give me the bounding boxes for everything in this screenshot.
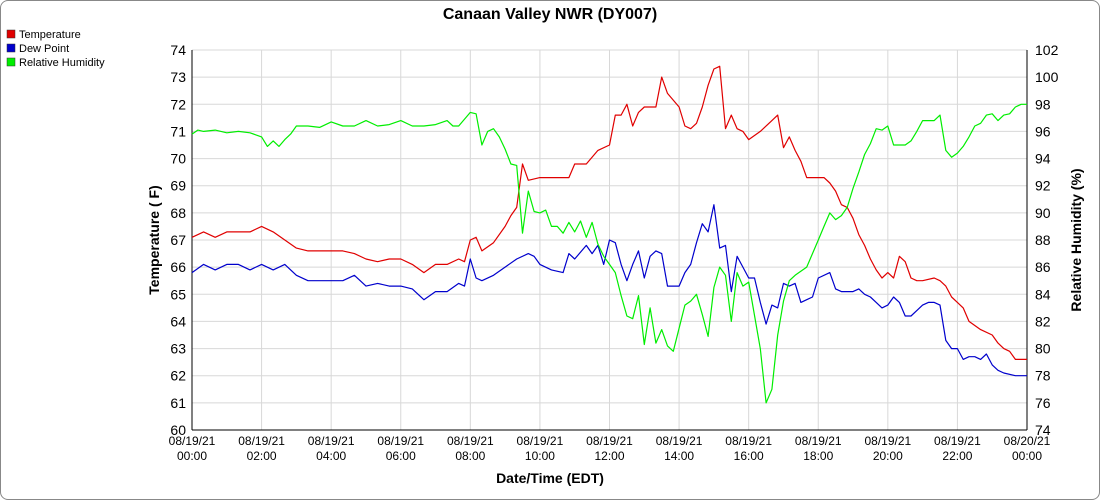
y-axis-right-title: Relative Humidity (%) <box>1068 168 1084 311</box>
y2-tick-label: 92 <box>1035 178 1051 194</box>
x-tick-date: 08/19/21 <box>377 434 424 448</box>
y2-tick-label: 100 <box>1035 69 1059 85</box>
x-tick-date: 08/19/21 <box>656 434 703 448</box>
x-axis-ticks: 08/19/2100:0008/19/2102:0008/19/2104:000… <box>169 434 1051 463</box>
y-tick-label: 63 <box>170 341 186 357</box>
x-tick-date: 08/19/21 <box>517 434 564 448</box>
y-tick-label: 62 <box>170 368 186 384</box>
y-tick-label: 61 <box>170 395 186 411</box>
legend-label-dew-point: Dew Point <box>19 43 69 55</box>
y-tick-label: 68 <box>170 205 186 221</box>
y2-tick-label: 76 <box>1035 395 1051 411</box>
x-tick-time: 14:00 <box>664 449 694 463</box>
y-tick-label: 71 <box>170 123 186 139</box>
x-tick-time: 00:00 <box>177 449 207 463</box>
y2-tick-label: 78 <box>1035 368 1051 384</box>
x-tick-date: 08/19/21 <box>447 434 494 448</box>
x-tick-time: 22:00 <box>942 449 972 463</box>
legend-swatch-dew-point <box>6 43 16 53</box>
y2-tick-label: 74 <box>1035 422 1051 438</box>
temperature-line <box>191 65 1027 360</box>
legend-label-relative-humidity: Relative Humidity <box>19 57 105 69</box>
x-tick-time: 12:00 <box>594 449 624 463</box>
x-tick-date: 08/19/21 <box>238 434 285 448</box>
y2-tick-label: 82 <box>1035 313 1051 329</box>
y2-tick-label: 94 <box>1035 151 1051 167</box>
y-tick-label: 60 <box>170 422 186 438</box>
y-axis-left-title: Temperature ( F) <box>146 185 162 294</box>
x-tick-date: 08/19/21 <box>934 434 981 448</box>
x-axis-title: Date/Time (EDT) <box>496 470 604 486</box>
series-lines <box>191 65 1027 404</box>
x-tick-time: 06:00 <box>386 449 416 463</box>
x-tick-date: 08/19/21 <box>308 434 355 448</box>
y-axis-right-ticks: 74 76 78 80 82 84 86 88 90 92 94 96 98 100 102 <box>1035 42 1059 438</box>
y-tick-label: 74 <box>170 42 186 58</box>
y-tick-label: 72 <box>170 96 186 112</box>
y2-tick-label: 88 <box>1035 232 1051 248</box>
legend-label-temperature: Temperature <box>19 29 81 41</box>
y-tick-label: 69 <box>170 178 186 194</box>
y2-tick-label: 80 <box>1035 341 1051 357</box>
y-tick-label: 65 <box>170 286 186 302</box>
y-tick-label: 64 <box>170 313 186 329</box>
y2-tick-label: 84 <box>1035 286 1051 302</box>
legend-swatch-relative-humidity <box>6 57 16 67</box>
x-tick-time: 02:00 <box>247 449 277 463</box>
x-tick-date: 08/19/21 <box>725 434 772 448</box>
x-tick-time: 16:00 <box>734 449 764 463</box>
relative-humidity-line <box>191 103 1027 404</box>
x-tick-date: 08/19/21 <box>795 434 842 448</box>
x-tick-date: 08/19/21 <box>864 434 911 448</box>
x-tick-date: 08/19/21 <box>586 434 633 448</box>
x-tick-time: 20:00 <box>873 449 903 463</box>
x-tick-time: 18:00 <box>803 449 833 463</box>
y2-tick-label: 86 <box>1035 259 1051 275</box>
y-axis-left-ticks: 60 61 62 63 64 65 66 67 68 69 70 71 72 73 74 <box>170 42 186 438</box>
x-tick-time: 00:00 <box>1012 449 1042 463</box>
y-tick-label: 73 <box>170 69 186 85</box>
x-tick-time: 10:00 <box>525 449 555 463</box>
x-tick-date: 08/19/21 <box>169 434 216 448</box>
gridlines <box>191 49 1028 431</box>
x-tick-time: 04:00 <box>316 449 346 463</box>
y-tick-label: 67 <box>170 232 186 248</box>
y2-tick-label: 96 <box>1035 123 1051 139</box>
y-tick-label: 70 <box>170 151 186 167</box>
x-tick-time: 08:00 <box>455 449 485 463</box>
y2-tick-label: 90 <box>1035 205 1051 221</box>
legend: Temperature Dew Point Relative Humidity <box>6 29 105 69</box>
y2-tick-label: 102 <box>1035 42 1059 58</box>
y-tick-label: 66 <box>170 259 186 275</box>
x-tick-date: 08/20/21 <box>1004 434 1051 448</box>
dew-point-line <box>191 204 1027 377</box>
chart-title: Canaan Valley NWR (DY007) <box>443 6 657 23</box>
legend-swatch-temperature <box>6 29 16 39</box>
y2-tick-label: 98 <box>1035 96 1051 112</box>
